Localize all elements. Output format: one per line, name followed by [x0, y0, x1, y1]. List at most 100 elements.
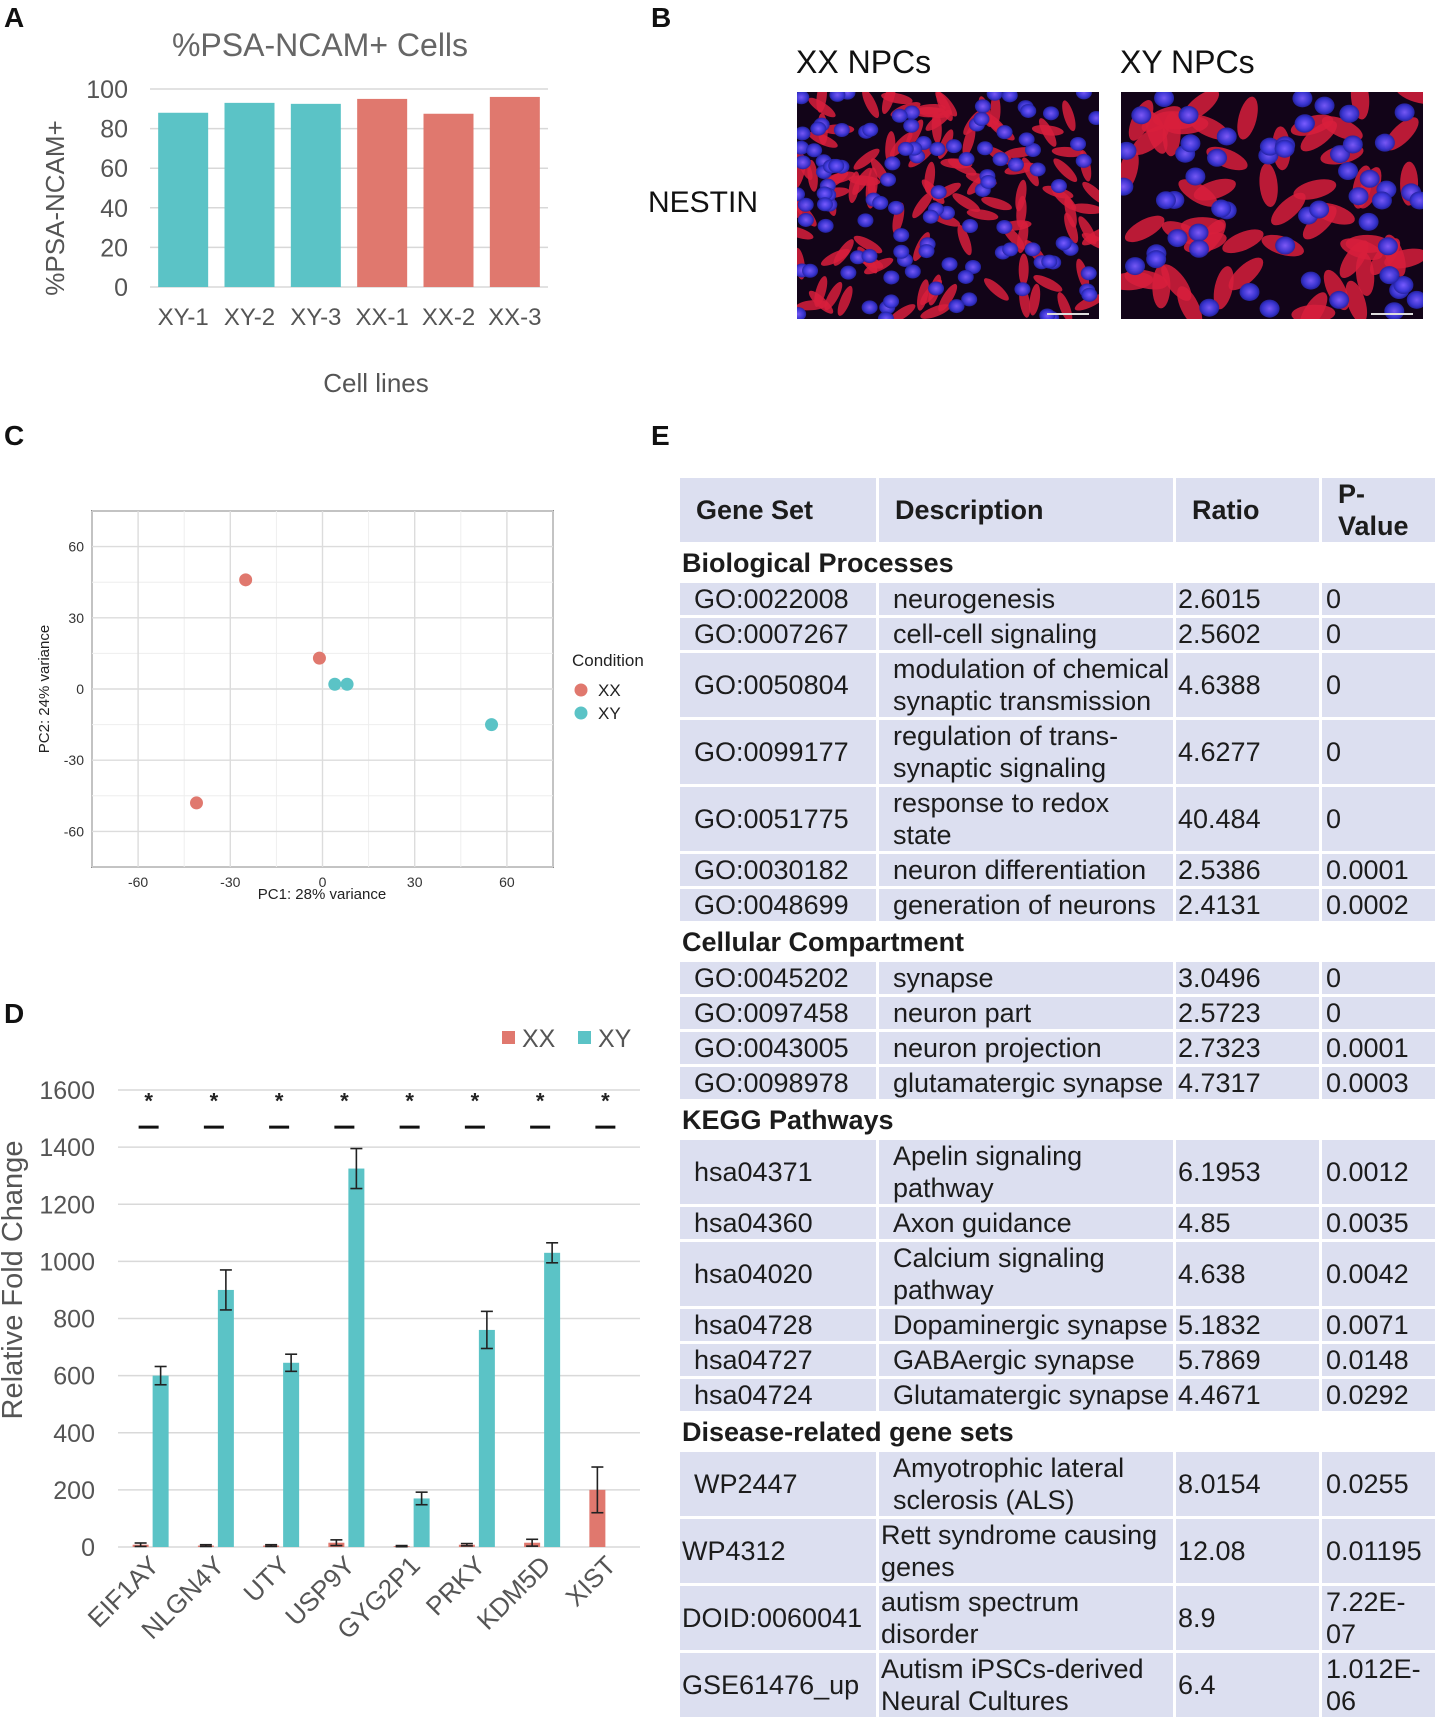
- chart-a-title: %PSA-NCAM+ Cells: [172, 27, 468, 63]
- nucleus-stain: [1029, 162, 1046, 177]
- y-tick-label: 0: [76, 681, 84, 697]
- cytoplasm-stain: [957, 224, 972, 256]
- gene-set-id-cell: GO:0098978: [680, 1067, 876, 1099]
- nucleus-stain: [1358, 212, 1379, 231]
- nucleus-stain: [1394, 103, 1415, 122]
- gene-set-id-cell: GO:0050804: [680, 653, 876, 717]
- pvalue-cell: 0.0012: [1322, 1140, 1435, 1204]
- y-tick-label: 200: [53, 1477, 95, 1505]
- description-cell: Apelin signaling pathway: [879, 1140, 1173, 1204]
- gene-set-id-cell: hsa04724: [680, 1379, 876, 1411]
- pca-xlabel: PC1: 28% variance: [258, 886, 386, 903]
- cytoplasm-stain: [1074, 294, 1099, 311]
- cytoplasm-stain: [914, 103, 946, 115]
- nucleus-stain: [861, 248, 878, 263]
- description-cell: neurogenesis: [879, 583, 1173, 615]
- nucleus-stain: [980, 174, 997, 189]
- cytoplasm-stain: [917, 279, 929, 311]
- nucleus-stain: [1155, 191, 1176, 210]
- nucleus-stain: [897, 141, 914, 156]
- y-tick-label: 600: [53, 1363, 95, 1391]
- cytoplasm-stain: [931, 111, 942, 144]
- nucleus-stain: [1050, 179, 1067, 194]
- nucleus-stain: [1121, 177, 1134, 196]
- cytoplasm-stain: [1228, 257, 1264, 291]
- significance-star: *: [144, 1089, 153, 1114]
- pvalue-cell: 0: [1322, 997, 1435, 1029]
- nucleus-stain: [948, 299, 965, 314]
- pvalue-cell: 7.22E-07: [1322, 1586, 1435, 1650]
- gene-set-id-cell: WP4312: [680, 1519, 876, 1583]
- y-tick-label: 1200: [39, 1191, 95, 1219]
- table-row: GO:0045202 synapse 3.0496 0: [680, 962, 1435, 994]
- section-title: Disease-related gene sets: [680, 1414, 1435, 1449]
- y-tick-label: 30: [68, 610, 84, 626]
- nucleus-stain: [797, 126, 811, 141]
- cytoplasm-stain: [808, 131, 838, 148]
- nucleus-stain: [1342, 135, 1363, 154]
- ratio-cell: 2.6015: [1176, 583, 1319, 615]
- significance-star: *: [210, 1089, 219, 1114]
- nucleus-stain: [1359, 169, 1380, 188]
- nucleus-stain: [1379, 266, 1400, 285]
- gene-set-id-cell: GSE61476_up: [680, 1653, 876, 1717]
- ratio-cell: 6.4: [1176, 1653, 1319, 1717]
- legend-label-xy: XY: [598, 1025, 632, 1053]
- gene-set-id-cell: hsa04727: [680, 1344, 876, 1376]
- nucleus-stain: [806, 143, 823, 158]
- nucleus-stain: [962, 218, 979, 233]
- cytoplasm-stain: [1082, 181, 1099, 205]
- pvalue-cell: 0.0255: [1322, 1452, 1435, 1516]
- table-row: WP2447 Amyotrophic lateral sclerosis (ALS…: [680, 1452, 1435, 1516]
- gene-set-id-cell: GO:0007267: [680, 618, 876, 650]
- table-row: GSE61476_up Autism iPSCs-derived Neural C…: [680, 1653, 1435, 1717]
- table-row: hsa04371 Apelin signaling pathway 6.1953 0.…: [680, 1140, 1435, 1204]
- cytoplasm-stain: [808, 97, 836, 118]
- pvalue-cell: 0.01195: [1322, 1519, 1435, 1583]
- nucleus-stain: [1211, 199, 1232, 218]
- nucleus-stain: [817, 218, 834, 233]
- y-tick-label: 20: [100, 234, 128, 262]
- ratio-cell: 2.7323: [1176, 1032, 1319, 1064]
- pvalue-cell: 0.0003: [1322, 1067, 1435, 1099]
- panel-label-d: D: [4, 998, 25, 1029]
- y-tick-label: 1600: [39, 1077, 95, 1105]
- nucleus-stain: [1042, 106, 1059, 121]
- nucleus-stain: [1292, 92, 1313, 108]
- nucleus-stain: [829, 92, 846, 102]
- header-ratio: Ratio: [1176, 478, 1319, 542]
- x-tick-label: -30: [220, 874, 240, 890]
- nucleus-stain: [797, 197, 814, 212]
- nucleus-stain: [945, 139, 962, 154]
- y-tick-label: 1400: [39, 1134, 95, 1162]
- nucleus-stain: [893, 244, 910, 259]
- panel-c-pca-scatter: -60 -30 0 30 60 60 30 0 -30 -60 PC1: 28% variance…: [36, 510, 644, 903]
- legend-swatch-xx: [502, 1031, 515, 1044]
- cytoplasm-stain: [862, 92, 880, 119]
- section-header-row: Cellular Compartment: [680, 924, 1435, 959]
- nucleus-stain: [1088, 111, 1099, 126]
- ratio-cell: 4.6277: [1176, 720, 1319, 784]
- cytoplasm-stain: [1016, 195, 1027, 228]
- gene-set-id-cell: GO:0099177: [680, 720, 876, 784]
- table-row: hsa04020 Calcium signaling pathway 4.638 0.…: [680, 1242, 1435, 1306]
- nucleus-stain: [986, 92, 1003, 101]
- nucleus-stain: [1018, 132, 1035, 147]
- nucleus-stain: [996, 125, 1013, 140]
- pca-legend-title: Condition: [572, 651, 644, 670]
- nucleus-stain: [1239, 282, 1260, 301]
- gene-set-id-cell: GO:0022008: [680, 583, 876, 615]
- description-cell: GABAergic synapse: [879, 1344, 1173, 1376]
- nucleus-stain: [977, 141, 994, 156]
- cytoplasm-stain: [1293, 179, 1337, 200]
- bar-xy-usp9y: [348, 1168, 365, 1547]
- nucleus-stain: [929, 142, 946, 157]
- description-cell: cell-cell signaling: [879, 618, 1173, 650]
- nucleus-stain: [1041, 254, 1058, 269]
- pvalue-cell: 0: [1322, 962, 1435, 994]
- section-title: Cellular Compartment: [680, 924, 1435, 959]
- nucleus-stain: [1178, 105, 1199, 124]
- significance-star: *: [601, 1089, 610, 1114]
- bar-xy-3: [290, 103, 341, 287]
- nucleus-stain: [797, 140, 810, 155]
